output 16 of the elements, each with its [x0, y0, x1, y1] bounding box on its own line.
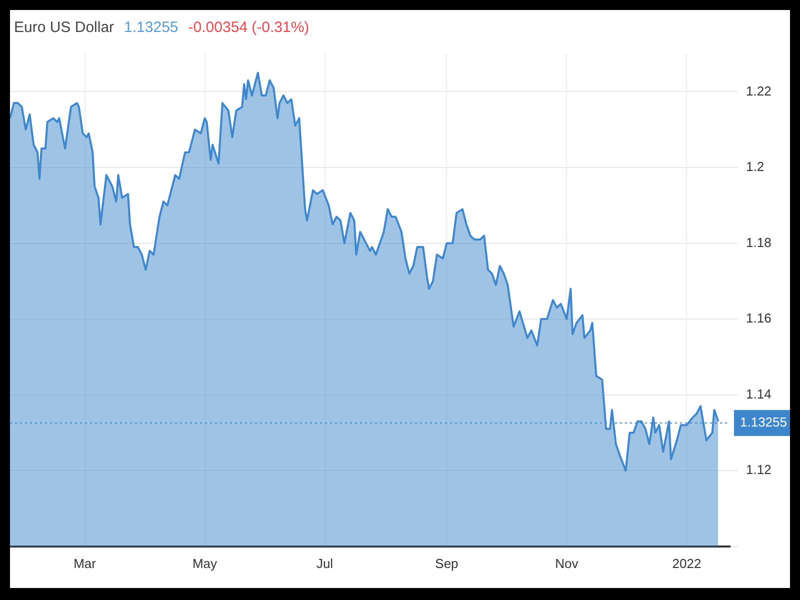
- y-tick-label: 1.16: [746, 310, 772, 326]
- x-tick-label: Sep: [435, 556, 458, 571]
- chart-title: Euro US Dollar: [14, 19, 114, 36]
- y-tick-label: 1.12: [746, 462, 772, 478]
- y-tick-label: 1.22: [746, 83, 772, 98]
- x-tick-label: Nov: [555, 556, 579, 571]
- ref-line-label: 1.13255: [740, 414, 787, 430]
- x-tick-label: May: [192, 556, 218, 571]
- text: -0.00354 (-0.31%): [188, 19, 310, 36]
- x-tick-label: Jul: [316, 556, 334, 571]
- text: 1.13255: [124, 19, 178, 36]
- y-tick-label: 1.14: [746, 386, 772, 402]
- y-tick-label: 1.2: [746, 159, 764, 174]
- y-tick-label: 1.18: [746, 234, 772, 250]
- x-tick-label: Mar: [74, 556, 97, 571]
- x-tick-label: 2022: [672, 556, 702, 571]
